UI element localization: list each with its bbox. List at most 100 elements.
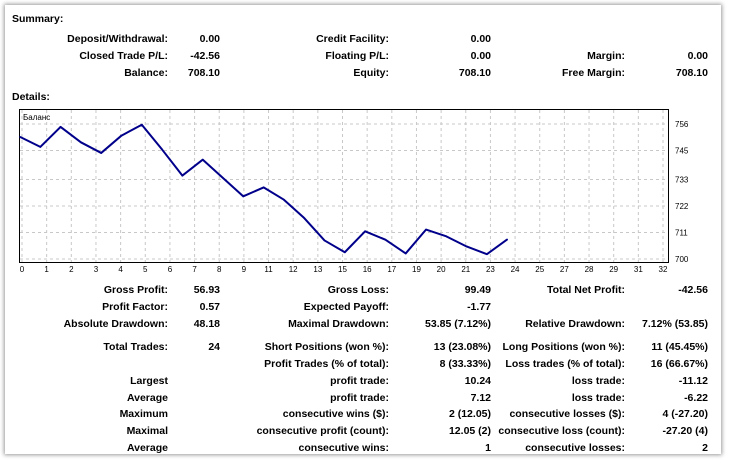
balance-point: [445, 235, 448, 238]
stat-label-3: Loss trades (% of total):: [505, 358, 625, 370]
x-tick-label: 1: [44, 265, 49, 274]
stat-value-2: 8 (33.33%): [439, 358, 491, 370]
stat-label-2: profit trade:: [330, 375, 389, 387]
x-tick-label: 0: [20, 265, 25, 274]
stat-value-3: -11.12: [678, 375, 708, 387]
x-tick-label: 9: [242, 265, 247, 274]
x-tick-label: 11: [264, 265, 273, 274]
stat-value-2: 1: [485, 442, 491, 454]
x-tick-label: 31: [634, 265, 643, 274]
y-tick-label: 722: [675, 202, 689, 211]
stat-label-2: Gross Loss:: [327, 284, 389, 296]
balance-point: [262, 186, 265, 189]
stat-label-3: Total Net Profit:: [547, 284, 625, 296]
balance-point: [425, 228, 427, 231]
x-tick-label: 17: [387, 265, 396, 274]
equity-label: Equity:: [353, 67, 389, 79]
balance-point: [465, 245, 468, 248]
stat-label-1: Maximal: [126, 425, 168, 437]
stat-value-3: -42.56: [678, 284, 708, 296]
balance-point: [242, 195, 245, 198]
x-tick-label: 8: [217, 265, 222, 274]
y-tick-label: 756: [675, 120, 689, 129]
y-tick-label: 711: [675, 228, 688, 237]
x-tick-label: 5: [143, 265, 148, 274]
balance-point: [141, 123, 143, 126]
credit-label: Credit Facility:: [316, 33, 389, 45]
balance-point: [120, 134, 123, 137]
x-tick-label: 7: [192, 265, 197, 274]
stat-label-2: profit trade:: [330, 392, 389, 404]
stat-value-2: -1.77: [467, 301, 491, 313]
x-tick-label: 32: [659, 265, 668, 274]
x-tick-label: 3: [94, 265, 99, 274]
stat-value-3: 2: [702, 442, 708, 454]
stat-label-3: consecutive losses:: [525, 442, 625, 454]
details-heading: Details:: [12, 91, 50, 103]
stat-label-1: Total Trades:: [103, 341, 168, 353]
balance-point: [181, 174, 184, 177]
x-tick-label: 27: [560, 265, 569, 274]
stat-value-2: 99.49: [464, 284, 491, 296]
stat-value-2: 12.05 (2): [448, 425, 491, 437]
stat-label-2: Maximal Drawdown:: [288, 318, 389, 330]
stat-label-3: loss trade:: [571, 375, 625, 387]
balance-point: [100, 152, 102, 154]
stat-label-3: consecutive losses ($):: [509, 408, 625, 420]
x-tick-label: 28: [585, 265, 594, 274]
free-margin-value: 708.10: [675, 67, 708, 79]
stat-label-2: Profit Trades (% of total):: [264, 358, 389, 370]
stat-label-2: Short Positions (won %):: [264, 341, 389, 353]
x-tick-label: 21: [461, 265, 470, 274]
free-margin-label: Free Margin:: [561, 67, 625, 79]
stat-label-1: Absolute Drawdown:: [63, 318, 168, 330]
stat-label-2: consecutive wins:: [298, 442, 389, 454]
stat-value-2: 13 (23.08%): [433, 341, 491, 353]
balance-point: [161, 148, 163, 151]
stat-label-1: Average: [126, 442, 168, 454]
balance-label: Balance:: [124, 67, 168, 79]
stat-label-1: Largest: [130, 375, 168, 387]
deposit-value: 0.00: [199, 33, 220, 45]
stat-value-1: 0.57: [199, 301, 220, 313]
x-tick-label: 24: [511, 265, 520, 274]
equity-value: 708.10: [458, 67, 491, 79]
closed-pl-label: Closed Trade P/L:: [79, 50, 168, 62]
summary-heading: Summary:: [12, 13, 64, 25]
stat-value-3: 16 (66.67%): [650, 358, 708, 370]
balance-point: [39, 146, 42, 148]
x-tick-label: 19: [412, 265, 421, 274]
balance-point: [59, 126, 62, 128]
deposit-label: Deposit/Withdrawal:: [67, 33, 168, 45]
x-tick-label: 12: [289, 265, 298, 274]
stat-label-2: consecutive wins ($):: [282, 408, 389, 420]
chart-title: Баланс: [23, 113, 50, 122]
balance-value: 708.10: [187, 67, 220, 79]
margin-value: 0.00: [687, 50, 708, 62]
y-tick-label: 745: [675, 147, 689, 156]
x-tick-label: 16: [363, 265, 372, 274]
plot-area: [19, 109, 669, 263]
x-tick-label: 29: [609, 265, 618, 274]
balance-point: [344, 251, 346, 254]
balance-point: [222, 177, 224, 179]
y-tick-label: 700: [675, 255, 689, 264]
balance-point: [19, 136, 21, 138]
stat-value-2: 53.85 (7.12%): [425, 318, 491, 330]
balance-point: [404, 252, 407, 255]
stat-value-1: 48.18: [193, 318, 220, 330]
stat-value-2: 10.24: [464, 375, 491, 387]
stat-value-1: 56.93: [193, 284, 220, 296]
x-tick-label: 15: [338, 265, 347, 274]
stat-value-3: -27.20 (4): [662, 425, 708, 437]
y-tick-label: 733: [675, 175, 689, 184]
stat-label-1: Maximum: [119, 408, 168, 420]
stat-value-3: 11 (45.45%): [651, 341, 708, 353]
balance-point: [486, 253, 488, 255]
balance-point: [384, 238, 387, 241]
balance-point: [364, 230, 366, 233]
stat-label-3: consecutive loss (count):: [498, 425, 625, 437]
balance-point: [506, 238, 509, 241]
stat-label-3: loss trade:: [571, 392, 625, 404]
floating-pl-value: 0.00: [470, 50, 491, 62]
